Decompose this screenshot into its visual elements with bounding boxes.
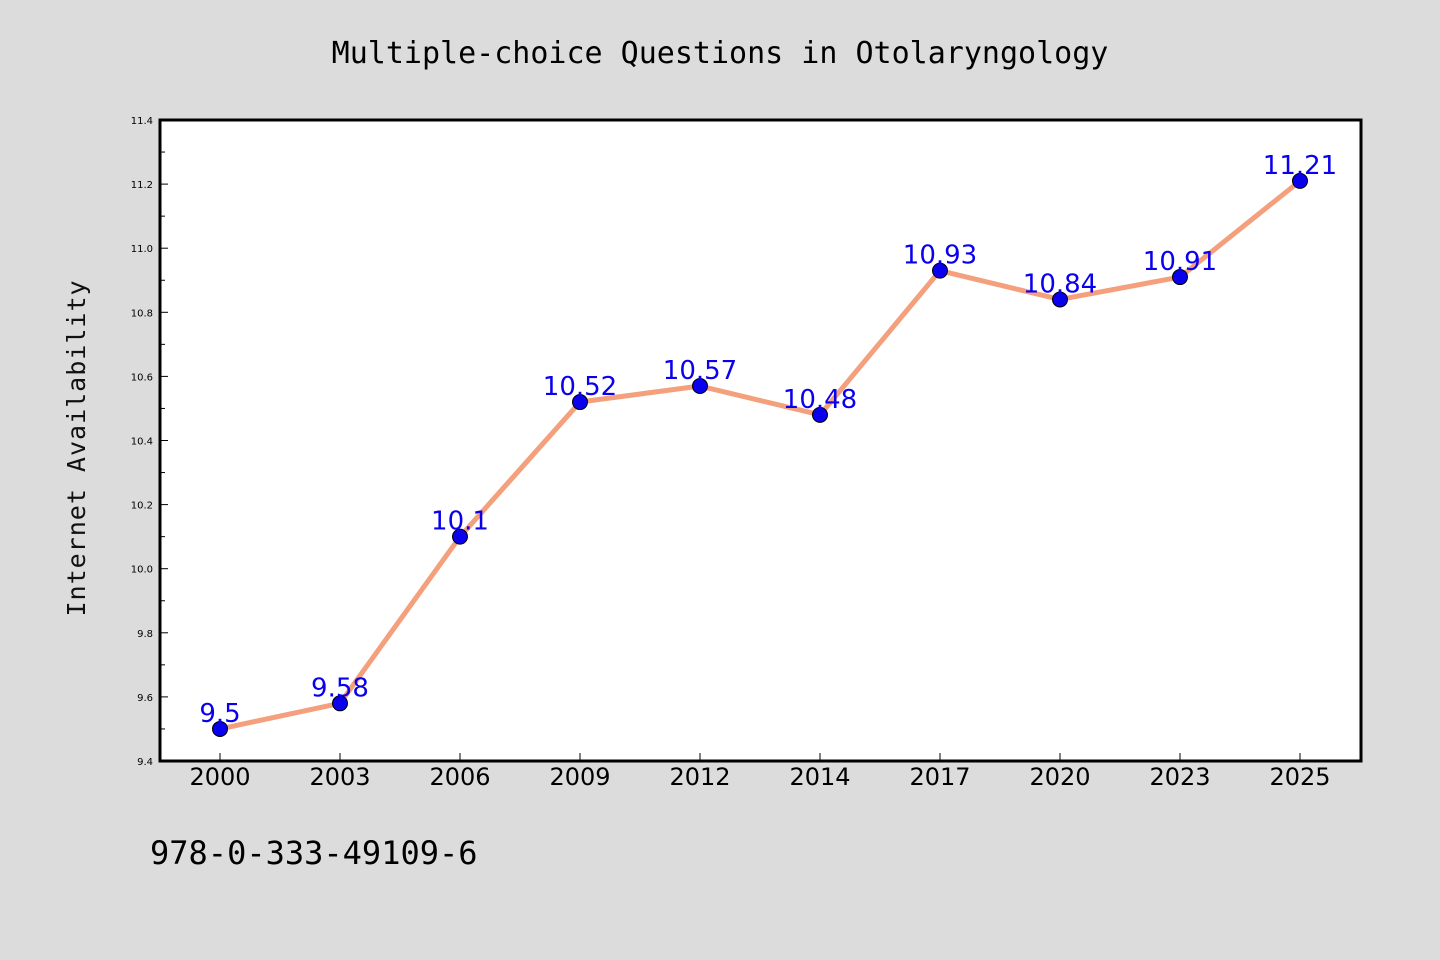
x-tick-label: 2000 — [189, 763, 250, 791]
plot-area — [158, 118, 1363, 763]
y-tick-label: 10.4 — [131, 437, 153, 448]
data-label: 10.57 — [663, 356, 737, 386]
x-tick-label: 2014 — [789, 763, 850, 791]
y-tick-label: 10.2 — [131, 501, 153, 512]
data-point — [812, 406, 828, 423]
series-points — [212, 172, 1308, 737]
x-tick-label: 2023 — [1149, 763, 1210, 791]
y-tick-label: 9.6 — [137, 693, 153, 704]
x-tick-label: 2006 — [429, 763, 490, 791]
data-label: 10.52 — [543, 372, 617, 402]
x-tick-label: 2003 — [309, 763, 370, 791]
data-label: 9.58 — [311, 673, 369, 703]
footer-isbn: 978-0-333-49109-6 — [150, 834, 478, 872]
data-point — [692, 378, 708, 395]
y-axis-ticks: 9.4 9.6 9.8 10.0 10.2 10.4 10.6 10.8 11.0 11.2 11.… — [131, 116, 168, 768]
y-tick-label: 11.4 — [131, 116, 153, 127]
x-tick-label: 2009 — [549, 763, 610, 791]
data-point — [1292, 172, 1308, 189]
data-labels: 9.5 9.58 10.1 10.52 10.57 10.48 10.93 10.84 10.9… — [199, 151, 1337, 729]
x-tick-label: 2012 — [669, 763, 730, 791]
y-tick-label: 11.2 — [131, 180, 153, 191]
series-lines — [217, 178, 1303, 732]
data-point — [1052, 291, 1068, 308]
chart-title: Multiple-choice Questions in Otolaryngol… — [332, 36, 1109, 71]
data-label: 10.84 — [1023, 269, 1097, 299]
x-tick-label: 2025 — [1269, 763, 1330, 791]
y-tick-label: 10.6 — [131, 372, 153, 383]
data-point — [1172, 269, 1188, 286]
x-axis-ticks: 2000 2003 2006 2009 2012 2014 2017 2020 2023 2025 — [189, 753, 1331, 791]
y-tick-label: 9.8 — [137, 629, 153, 640]
data-label: 9.5 — [199, 699, 240, 729]
data-point — [452, 528, 468, 545]
data-label: 11.21 — [1263, 151, 1337, 181]
data-point — [212, 720, 228, 737]
data-point — [332, 695, 348, 712]
data-label: 10.91 — [1143, 247, 1217, 277]
x-tick-label: 2017 — [909, 763, 970, 791]
y-tick-label: 10.0 — [131, 565, 153, 576]
data-point — [932, 262, 948, 279]
y-tick-label: 11.0 — [131, 244, 153, 255]
y-tick-label: 9.4 — [137, 757, 153, 768]
data-label: 10.48 — [783, 385, 857, 415]
data-point — [572, 394, 588, 411]
data-label: 10.93 — [903, 241, 977, 271]
y-tick-label: 10.8 — [131, 308, 153, 319]
series-line — [217, 178, 1303, 732]
data-label: 10.1 — [431, 507, 489, 537]
x-tick-label: 2020 — [1029, 763, 1090, 791]
y-axis-label: Internet Availability — [62, 279, 91, 616]
